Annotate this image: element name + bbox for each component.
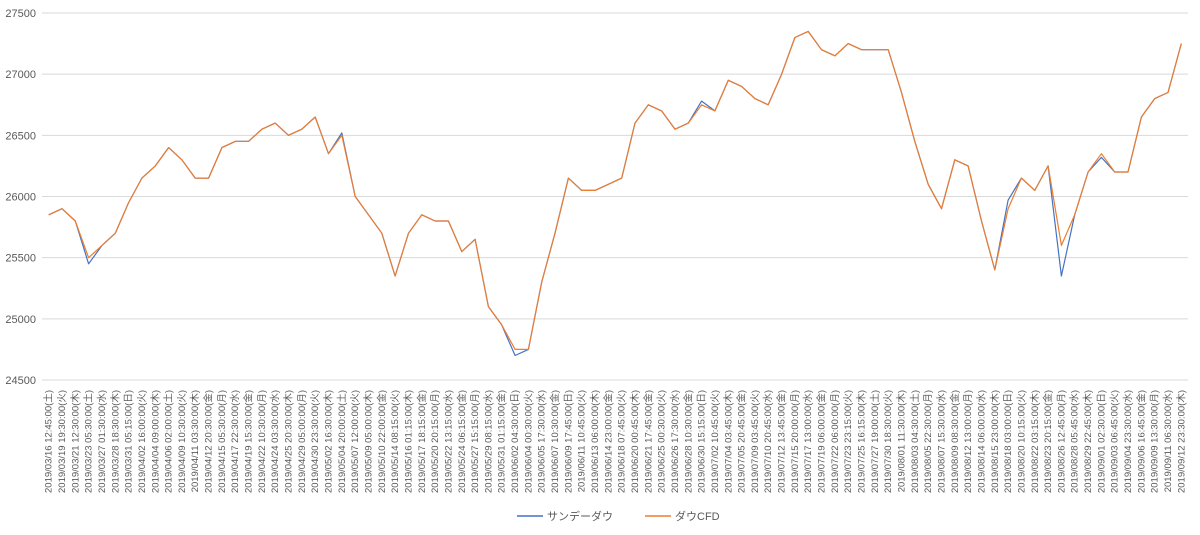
x-tick-label: 2019/08/22 03:15:00(木) xyxy=(1029,390,1041,493)
x-tick-label: 2019/08/15 23:00:00(木) xyxy=(989,390,1001,493)
x-tick-label: 2019/04/06 02:00:00(土) xyxy=(163,390,175,493)
x-tick-label: 2019/04/15 05:30:00(月) xyxy=(217,390,228,493)
x-tick-label: 2019/04/17 22:30:00(水) xyxy=(229,390,241,493)
x-tick-label: 2019/09/04 23:30:00(水) xyxy=(1122,390,1134,493)
x-tick-label: 2019/07/17 13:00:00(水) xyxy=(802,390,814,493)
x-tick-label: 2019/07/09 03:45:00(火) xyxy=(750,390,761,493)
x-tick-label: 2019/04/30 23:30:00(火) xyxy=(310,390,321,493)
x-tick-label: 2019/08/01 11:30:00(木) xyxy=(896,390,908,492)
y-tick-label: 25500 xyxy=(5,253,36,265)
x-tick-label: 2019/08/14 06:00:00(水) xyxy=(975,390,987,493)
x-tick-label: 2019/06/11 10:45:00(火) xyxy=(577,390,588,492)
y-tick-label: 25000 xyxy=(5,314,36,326)
x-tick-label: 2019/09/09 13:30:00(月) xyxy=(1150,390,1161,493)
x-tick-label: 2019/04/04 09:00:00(木) xyxy=(149,390,161,493)
x-tick-label: 2019/03/21 12:30:00(木) xyxy=(69,390,81,493)
legend-label: ダウCFD xyxy=(675,509,720,523)
y-tick-label: 26500 xyxy=(5,130,36,142)
series-line xyxy=(48,30,1182,357)
x-tick-label: 2019/04/22 10:30:00(月) xyxy=(257,390,268,493)
x-tick-label: 2019/06/20 00:45:00(木) xyxy=(629,390,641,493)
x-tick-label: 2019/06/28 10:30:00(金) xyxy=(682,390,694,493)
x-tick-label: 2019/06/21 17:45:00(金) xyxy=(642,390,654,493)
x-tick-label: 2019/05/02 16:30:00(木) xyxy=(323,390,335,493)
x-tick-label: 2019/07/05 20:45:00(金) xyxy=(736,390,748,493)
x-tick-label: 2019/05/20 20:15:00(月) xyxy=(430,390,441,493)
x-tick-label: 2019/08/07 15:30:00(水) xyxy=(935,390,947,493)
x-tick-label: 2019/07/04 03:45:00(木) xyxy=(722,390,734,493)
x-tick-label: 2019/04/02 16:00:00(火) xyxy=(137,390,148,493)
x-tick-label: 2019/07/27 19:00:00(土) xyxy=(869,390,881,493)
x-tick-label: 2019/05/10 22:00:00(金) xyxy=(376,390,388,493)
x-tick-label: 2019/07/19 06:00:00(金) xyxy=(816,390,828,493)
x-tick-label: 2019/09/06 16:45:00(金) xyxy=(1135,390,1147,493)
x-tick-label: 2019/04/29 05:00:00(月) xyxy=(297,390,308,493)
x-tick-label: 2019/08/18 03:00:00(日) xyxy=(1003,390,1014,493)
y-tick-label: 26000 xyxy=(5,192,36,204)
x-tick-label: 2019/08/20 10:15:00(火) xyxy=(1016,390,1027,493)
x-tick-label: 2019/08/28 05:45:00(水) xyxy=(1069,390,1081,493)
x-tick-label: 2019/07/12 13:45:00(金) xyxy=(776,390,788,493)
x-tick-label: 2019/05/31 01:15:00(金) xyxy=(496,390,508,493)
x-tick-label: 2019/08/09 08:30:00(金) xyxy=(949,390,961,493)
x-tick-label: 2019/08/26 12:45:00(月) xyxy=(1056,390,1067,493)
x-tick-label: 2019/05/04 20:00:00(土) xyxy=(336,390,348,493)
x-tick-label: 2019/09/01 02:30:00(日) xyxy=(1096,390,1107,493)
x-tick-label: 2019/07/22 06:00:00(月) xyxy=(830,390,841,493)
x-tick-label: 2019/07/30 18:30:00(火) xyxy=(883,390,894,493)
y-tick-label: 27000 xyxy=(5,69,36,81)
series-line xyxy=(48,30,1182,350)
x-tick-label: 2019/05/29 08:15:00(水) xyxy=(482,390,494,493)
x-tick-label: 2019/08/05 22:30:00(月) xyxy=(923,390,934,493)
x-tick-label: 2019/07/15 20:00:00(月) xyxy=(790,390,801,493)
x-tick-label: 2019/05/14 08:15:00(火) xyxy=(390,390,401,493)
x-tick-label: 2019/08/23 20:15:00(金) xyxy=(1042,390,1054,493)
x-tick-label: 2019/03/27 01:30:00(水) xyxy=(96,390,108,493)
x-tick-label: 2019/06/13 06:00:00(木) xyxy=(589,390,601,493)
x-tick-label: 2019/03/28 18:30:00(木) xyxy=(109,390,121,493)
x-tick-label: 2019/09/11 06:30:00(水) xyxy=(1162,390,1174,492)
x-tick-label: 2019/09/03 06:45:00(火) xyxy=(1110,390,1121,493)
x-tick-label: 2019/07/10 20:45:00(水) xyxy=(762,390,774,493)
x-tick-label: 2019/09/12 23:30:00(木) xyxy=(1175,390,1187,493)
x-tick-label: 2019/03/19 19:30:00(火) xyxy=(57,390,68,493)
x-tick-label: 2019/05/17 18:15:00(金) xyxy=(416,390,428,493)
y-tick-label: 24500 xyxy=(5,375,36,387)
x-tick-label: 2019/03/31 05:15:00(日) xyxy=(124,390,135,493)
x-tick-label: 2019/05/24 06:15:00(金) xyxy=(456,390,468,493)
legend-label: サンデーダウ xyxy=(547,509,613,523)
x-tick-label: 2019/06/26 17:30:00(水) xyxy=(669,390,681,493)
x-tick-label: 2019/05/22 13:15:00(水) xyxy=(442,390,454,493)
x-tick-label: 2019/04/24 03:30:00(水) xyxy=(269,390,281,493)
x-tick-label: 2019/04/25 20:30:00(木) xyxy=(283,390,295,493)
x-tick-label: 2019/08/29 22:45:00(木) xyxy=(1082,390,1094,493)
x-tick-label: 2019/06/09 17:45:00(日) xyxy=(563,390,574,493)
y-tick-label: 27500 xyxy=(5,8,36,20)
x-tick-label: 2019/07/23 23:15:00(火) xyxy=(843,390,854,493)
x-tick-label: 2019/06/25 00:30:00(火) xyxy=(657,390,668,493)
x-tick-label: 2019/08/12 13:00:00(月) xyxy=(963,390,974,493)
x-tick-label: 2019/05/09 05:00:00(木) xyxy=(362,390,374,493)
x-tick-label: 2019/06/05 17:30:00(水) xyxy=(536,390,548,493)
x-tick-label: 2019/05/27 15:15:00(月) xyxy=(470,390,481,493)
x-tick-label: 2019/04/19 15:30:00(金) xyxy=(243,390,255,493)
x-tick-label: 2019/08/03 04:30:00(土) xyxy=(909,390,921,493)
x-tick-label: 2019/07/25 16:15:00(木) xyxy=(856,390,868,493)
x-tick-label: 2019/06/02 04:30:00(日) xyxy=(510,390,521,493)
x-tick-label: 2019/05/07 12:00:00(火) xyxy=(350,390,361,493)
x-tick-label: 2019/06/07 10:30:00(金) xyxy=(549,390,561,493)
x-tick-label: 2019/04/12 20:30:00(金) xyxy=(203,390,215,493)
x-tick-label: 2019/04/09 10:30:00(火) xyxy=(177,390,188,493)
x-tick-label: 2019/03/16 12:45:00(土) xyxy=(43,390,55,493)
x-tick-label: 2019/06/18 07:45:00(火) xyxy=(617,390,628,493)
x-tick-label: 2019/04/11 03:30:00(木) xyxy=(189,390,201,492)
x-tick-label: 2019/03/23 05:30:00(土) xyxy=(83,390,95,493)
x-tick-label: 2019/07/02 10:45:00(火) xyxy=(710,390,721,493)
x-tick-label: 2019/06/14 23:00:00(金) xyxy=(602,390,614,493)
x-tick-label: 2019/05/16 01:15:00(木) xyxy=(402,390,414,493)
x-tick-label: 2019/06/04 00:30:00(火) xyxy=(523,390,534,493)
x-tick-label: 2019/06/30 15:15:00(日) xyxy=(697,390,708,493)
